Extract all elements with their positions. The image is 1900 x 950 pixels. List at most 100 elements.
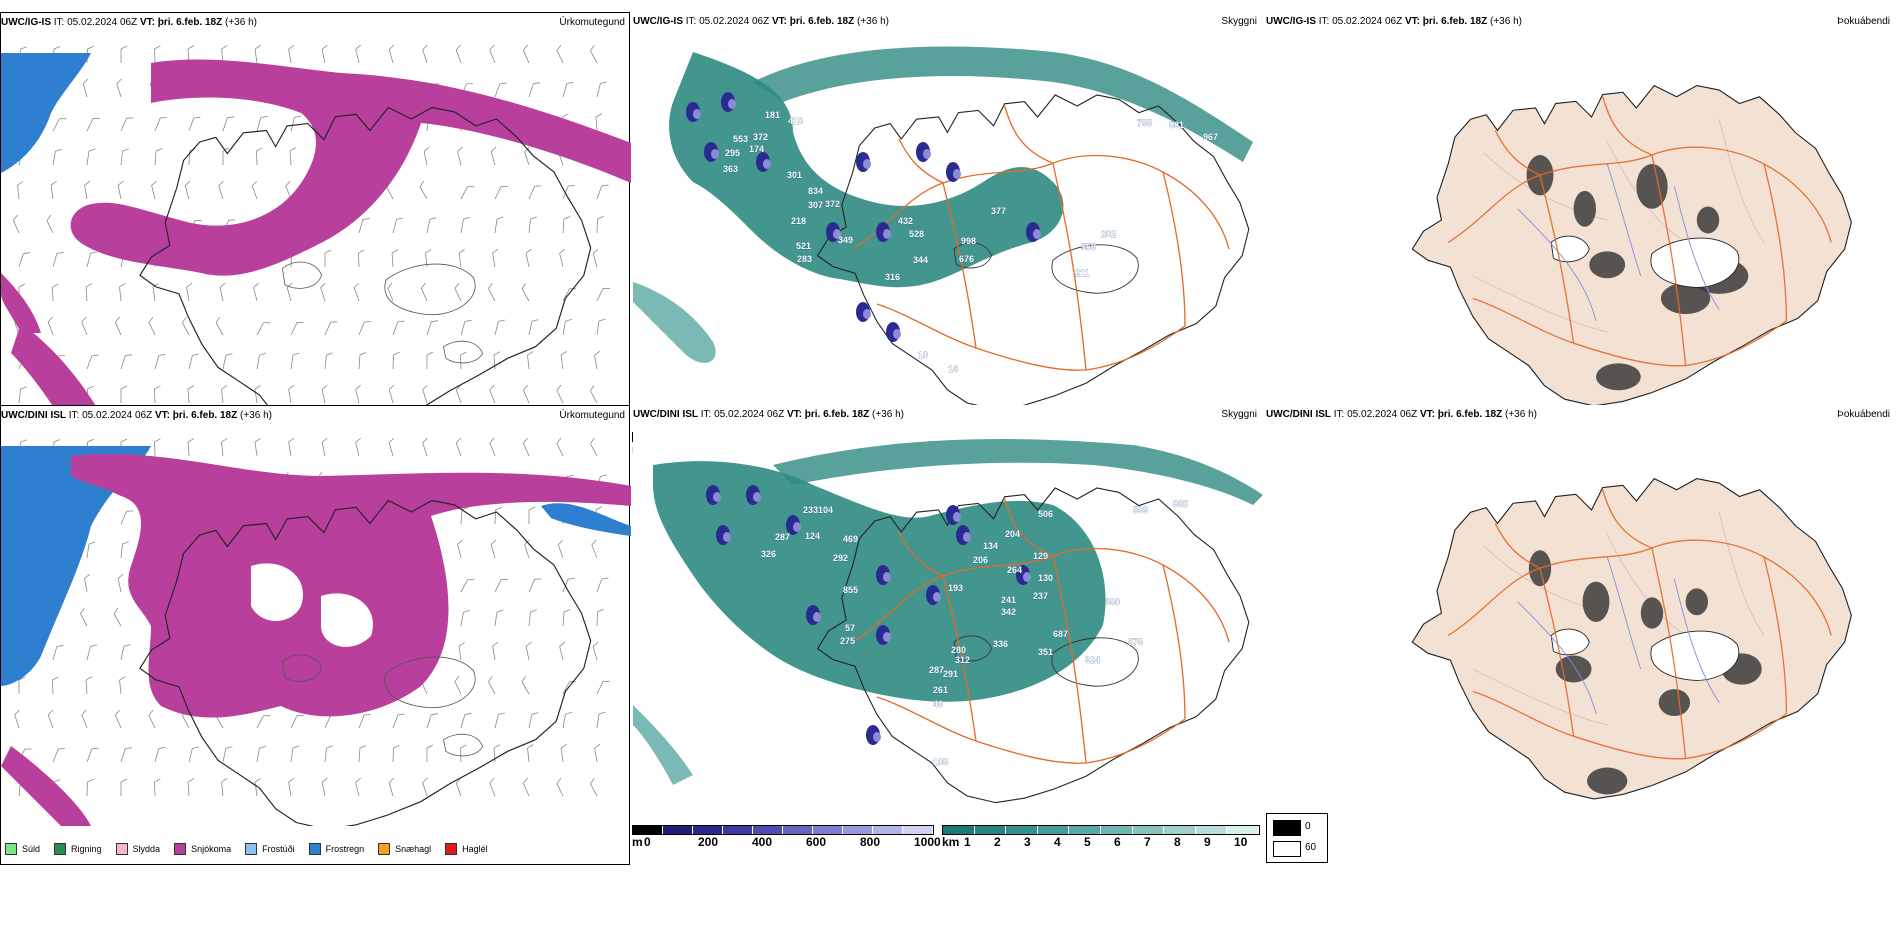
legend-swatch [308, 843, 321, 855]
visibility-value-label: 130 [1038, 573, 1053, 583]
elevation-tick: 0 [644, 835, 651, 849]
visibility-colorbar-swatches [942, 825, 1260, 835]
visibility-panel: UWC/DINI ISL IT: 05.02.2024 06Z VT: þri.… [633, 405, 1263, 865]
init-time-label: IT: [685, 16, 697, 27]
init-time: 05.02.2024 06Z [714, 409, 785, 420]
visibility-tick: 5 [1084, 835, 1091, 849]
visibility-value-label: 578 [1128, 637, 1143, 647]
init-time: 05.02.2024 06Z [699, 16, 770, 27]
fog-scale-box: 0 60 [1266, 813, 1328, 863]
visibility-value-label: 855 [843, 585, 858, 595]
precip-type-map [1, 44, 631, 433]
visibility-value-label: 326 [761, 549, 776, 559]
lead-time: (+36 h) [1490, 16, 1522, 27]
fog-scale-label: 0 [1305, 821, 1311, 832]
visibility-value-label: 469 [843, 534, 858, 544]
visibility-tick: 3 [1024, 835, 1031, 849]
init-time-label: IT: [1333, 409, 1345, 420]
init-time: 05.02.2024 06Z [67, 17, 138, 28]
fog-indicator-panel: UWC/IG-IS IT: 05.02.2024 06Z VT: þri. 6.… [1266, 12, 1896, 472]
visibility-tick: 4 [1054, 835, 1061, 849]
visibility-tick: 1 [964, 835, 971, 849]
valid-time: þri. 6.feb. 18Z [1437, 409, 1503, 420]
elevation-blobs [686, 92, 1041, 342]
init-time-label: IT: [700, 409, 712, 420]
legend-swatch [245, 843, 258, 855]
fog-scale-swatch [1273, 820, 1301, 836]
visibility-value-label: 241 [1001, 595, 1016, 605]
visibility-value-label: 506 [1038, 509, 1053, 519]
visibility-value-label: 287 [775, 532, 790, 542]
elevation-blobs [706, 485, 1031, 745]
visibility-value-label: 283 [797, 254, 812, 264]
panel-header: UWC/IG-IS IT: 05.02.2024 06Z VT: þri. 6.… [1266, 16, 1896, 32]
visibility-value-label: 307 [808, 200, 823, 210]
visibility-value-label: 316 [885, 272, 900, 282]
legend-swatch [5, 843, 17, 855]
visibility-value-label: 218 [791, 216, 806, 226]
visibility-value-label: 193 [948, 583, 963, 593]
model-name: UWC/DINI ISL [1, 410, 66, 421]
legend-label: Slydda [132, 844, 161, 854]
visibility-value-label: 599 [1133, 505, 1148, 515]
init-time: 05.02.2024 06Z [82, 410, 153, 421]
low-visibility-area [633, 46, 1253, 363]
visibility-value-label: 174 [749, 144, 764, 154]
panel-label: Þokuábendi [1837, 409, 1890, 420]
visibility-value-label: 16 [948, 364, 958, 374]
valid-time-label: VT: [1419, 409, 1435, 420]
fog-indicator-map [1411, 478, 1852, 800]
precip-type-panel: UWC/DINI ISL IT: 05.02.2024 06Z VT: þri.… [0, 405, 631, 865]
visibility-value-label: 372 [825, 199, 840, 209]
visibility-value-label: 336 [993, 639, 1008, 649]
valid-time: þri. 6.feb. 18Z [172, 410, 238, 421]
fog-scale-swatch [1273, 841, 1301, 857]
legend-swatch [115, 843, 128, 855]
fog-indicator-panel: UWC/DINI ISL IT: 05.02.2024 06Z VT: þri.… [1266, 405, 1896, 865]
panel-header: UWC/IG-IS IT: 05.02.2024 06Z VT: þri. 6.… [633, 16, 1263, 32]
visibility-value-label: 291 [943, 669, 958, 679]
valid-time: þri. 6.feb. 18Z [789, 16, 855, 27]
visibility-value-label: 204 [1005, 529, 1020, 539]
legend-label: Rigning [71, 844, 102, 854]
model-name: UWC/DINI ISL [1266, 409, 1331, 420]
visibility-tick: 6 [1114, 835, 1121, 849]
fog-scale-label: 60 [1305, 842, 1317, 853]
valid-time-label: VT: [786, 409, 802, 420]
panel-label: Úrkomutegund [559, 17, 625, 28]
visibility-value-label: 129 [1033, 551, 1048, 561]
visibility-value-label: 301 [787, 170, 802, 180]
visibility-tick: 10 [1234, 835, 1248, 849]
valid-time: þri. 6.feb. 18Z [804, 409, 870, 420]
legend-item: Súld [5, 843, 40, 855]
legend-item: Haglél [445, 843, 488, 855]
visibility-value-label: 342 [1001, 607, 1016, 617]
visibility-value-label: 881 [1169, 120, 1184, 130]
visibility-value-label: 134 [983, 541, 998, 551]
visibility-tick: 9 [1204, 835, 1211, 849]
visibility-value-label: 363 [723, 164, 738, 174]
legend-label: Frostregn [325, 844, 365, 854]
elevation-tick: 600 [806, 835, 827, 849]
visibility-value-label: 553 [733, 134, 748, 144]
visibility-value-label: 418 [788, 116, 803, 126]
visibility-value-label: 865 [1173, 499, 1188, 509]
visibility-value-label: 108 [933, 757, 948, 767]
valid-time: þri. 6.feb. 18Z [1422, 16, 1488, 27]
visibility-value-label: 124 [805, 531, 820, 541]
visibility-value-label: 344 [913, 255, 928, 265]
init-time: 05.02.2024 06Z [1347, 409, 1418, 420]
visibility-value-label: 280 [951, 645, 966, 655]
visibility-value-label: 432 [898, 216, 913, 226]
iceland-land [1411, 478, 1852, 800]
legend-label: Snjókoma [191, 844, 232, 854]
visibility-value-label: 380 [1105, 597, 1120, 607]
elevation-tick: 800 [860, 835, 881, 849]
lead-time: (+36 h) [857, 16, 889, 27]
legend-item: Frostregn [308, 843, 365, 855]
valid-time-label: VT: [139, 17, 155, 28]
visibility-unit: km [942, 835, 960, 849]
visibility-value-label: 687 [1053, 629, 1068, 639]
visibility-value-label: 521 [796, 241, 811, 251]
